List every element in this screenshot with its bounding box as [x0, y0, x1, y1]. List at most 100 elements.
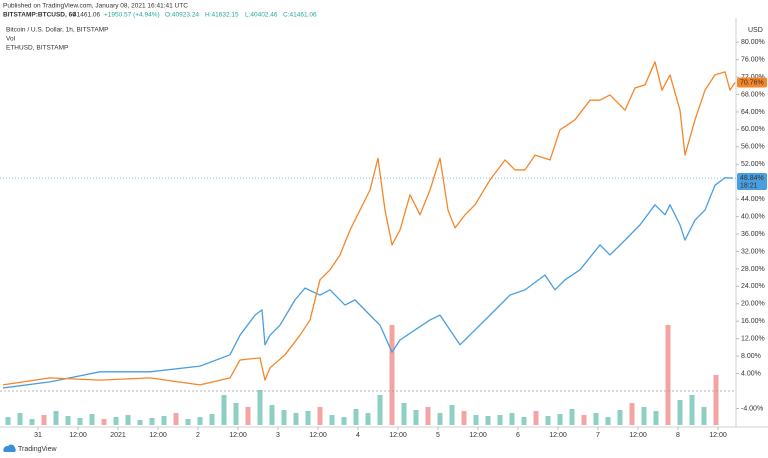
- volume-bar: [77, 418, 83, 425]
- x-tick-label: 12:00: [389, 432, 407, 439]
- volume-bar: [5, 417, 11, 425]
- volume-bar: [149, 418, 155, 425]
- series-line: [2, 177, 734, 389]
- last-value-label: 48.84%: [740, 175, 764, 182]
- axis-unit: USD: [748, 27, 763, 34]
- volume-bar: [41, 415, 47, 425]
- volume-bar: [665, 325, 671, 425]
- ohlc-header: BITSTAMP:BTCUSD, 60 41461.06 +1950.57 (+…: [3, 12, 317, 19]
- volume-bar: [317, 407, 323, 425]
- volume-bar: [65, 416, 71, 425]
- y-tick-label: 72.00%: [741, 74, 765, 81]
- volume-bar: [353, 409, 359, 425]
- volume-bar: [473, 415, 479, 425]
- y-tick-label: 20.00%: [741, 301, 765, 308]
- price: 41461.06: [73, 12, 100, 19]
- volume-bar: [641, 407, 647, 425]
- volume-bar: [521, 417, 527, 425]
- footer-logo: TradingView: [3, 444, 57, 453]
- y-tick-label: 8.00%: [741, 353, 761, 360]
- volume-bar: [689, 395, 695, 425]
- y-tick-label: 28.00%: [741, 266, 765, 273]
- volume-bar: [569, 409, 575, 425]
- change: +1950.57 (+4.94%): [104, 12, 160, 19]
- volume-bar: [53, 411, 59, 425]
- volume-bar: [101, 419, 107, 425]
- x-tick-label: 31: [34, 432, 42, 439]
- y-tick-label: 68.00%: [741, 91, 765, 98]
- volume-bar: [29, 419, 35, 425]
- x-tick-label: 12:00: [229, 432, 247, 439]
- y-tick-label: 36.00%: [741, 231, 765, 238]
- x-tick-label: 2: [196, 432, 200, 439]
- series-line: [2, 61, 736, 386]
- legend-vol: Vol: [6, 36, 16, 43]
- volume-bar: [593, 413, 599, 425]
- volume-bar: [545, 416, 551, 425]
- volume-bar: [269, 405, 275, 425]
- y-tick-label: 24.00%: [741, 283, 765, 290]
- y-tick-label: 12.00%: [741, 336, 765, 343]
- volume-bar: [653, 411, 659, 425]
- volume-bar: [377, 395, 383, 425]
- y-tick-label: -4.00%: [741, 405, 763, 412]
- volume-bar: [485, 416, 491, 425]
- volume-bar: [509, 413, 515, 425]
- footer-text: TradingView: [18, 446, 57, 453]
- volume-bar: [89, 414, 95, 425]
- volume-bar: [329, 415, 335, 425]
- volume-bar: [425, 407, 431, 425]
- y-tick-label: 76.00%: [741, 56, 765, 63]
- published: Published on TradingView.com, January 08…: [3, 3, 188, 10]
- volume-bar: [713, 375, 719, 425]
- volume-bar: [293, 413, 299, 425]
- x-tick-label: 6: [516, 432, 520, 439]
- volume-bar: [413, 410, 419, 425]
- volume-bar: [497, 415, 503, 425]
- volume-bar: [113, 417, 119, 425]
- y-tick-label: 40.00%: [741, 213, 765, 220]
- open: O:40923.24: [165, 12, 199, 19]
- x-tick-label: 12:00: [709, 432, 727, 439]
- x-tick-label: 5: [436, 432, 440, 439]
- volume-bar: [17, 413, 23, 425]
- volume-bar: [557, 414, 563, 425]
- y-tick-label: 80.00%: [741, 39, 765, 46]
- x-tick-label: 4: [356, 432, 360, 439]
- y-tick-label: 32.00%: [741, 248, 765, 255]
- x-tick-label: 3: [276, 432, 280, 439]
- y-tick-label: 56.00%: [741, 144, 765, 151]
- volume-bar: [161, 416, 167, 425]
- x-tick-label: 12:00: [549, 432, 567, 439]
- volume-bar: [461, 411, 467, 425]
- x-tick-label: 12:00: [69, 432, 87, 439]
- volume-bar: [401, 403, 407, 425]
- volume-bar: [437, 413, 443, 425]
- volume-bar: [233, 403, 239, 425]
- y-tick-label: 4.00%: [741, 370, 761, 377]
- last-value-tag: [737, 173, 767, 191]
- legend-btc: Bitcoin / U.S. Dollar, 1h, BITSTAMP: [6, 27, 108, 34]
- volume-bar: [617, 410, 623, 425]
- x-tick-label: 8: [676, 432, 680, 439]
- last-value-tag: [737, 77, 767, 88]
- y-tick-label: 16.00%: [741, 318, 765, 325]
- logo-icon: [3, 444, 16, 452]
- x-tick-label: 7: [596, 432, 600, 439]
- volume-bar: [305, 411, 311, 425]
- close: C:41461.06: [283, 12, 317, 19]
- volume-bar: [677, 400, 683, 425]
- symbol: BITSTAMP:BTCUSD, 60: [3, 12, 76, 19]
- volume-bar: [125, 415, 131, 425]
- volume-bar: [257, 390, 263, 425]
- volume-bar: [629, 403, 635, 425]
- y-tick-label: 64.00%: [741, 109, 765, 116]
- low: L:40402.46: [245, 12, 278, 19]
- volume-bar: [701, 407, 707, 425]
- volume-bar: [365, 413, 371, 425]
- volume-bar: [449, 405, 455, 425]
- x-tick-label: 2021: [110, 432, 126, 439]
- x-tick-label: 12:00: [309, 432, 327, 439]
